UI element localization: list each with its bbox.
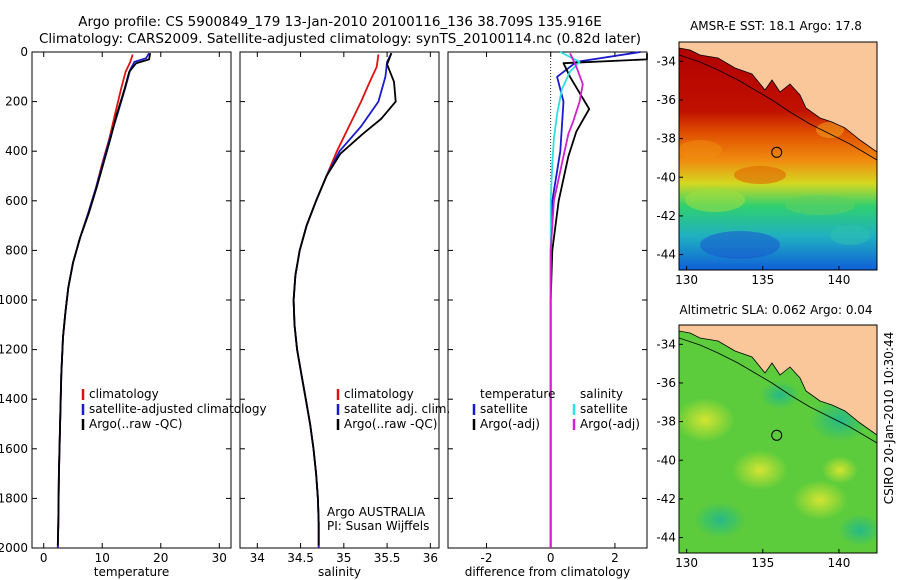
legend-label: satellite-adjusted climatology [89,402,267,416]
sst-map-frame [678,41,878,271]
sst-texture [679,122,870,259]
legend-label: temperature [480,387,555,401]
x-axis-label: salinity [318,565,361,579]
series-line [292,54,380,548]
y-tick-label: 1600 [0,442,28,456]
side-timestamp-label: CSIRO 20-Jan-2010 10:30:44 [882,332,896,504]
salinity-panel: 34 34.5 35 35.5 36 salinity climatologysatelli… [239,51,450,579]
map-y-tick-label: -42 [656,492,676,506]
legend-label: climatology [344,387,414,401]
series-line [549,53,648,548]
x-tick-label: 0 [547,551,555,565]
plot-frame [447,51,648,549]
series-line [549,51,581,548]
sla-map-frame [678,324,878,554]
y-tick-label: 1200 [0,343,28,357]
map-y-tick-label: -40 [656,170,676,184]
sst-coast [679,47,877,153]
legend-label: Argo(..raw -QC) [89,417,182,431]
sla-map-panel: Altimetric SLA: 0.062 Argo: 0.04 130 135 1… [656,303,878,570]
sst-land [679,42,877,152]
legend-label: climatology [89,387,159,401]
plot-frame [31,51,232,549]
map-y-tick-label: -38 [656,132,676,146]
y-tick-label: 2000 [0,541,28,555]
x-tick-label: 10 [95,551,110,565]
figure-title-line1: Argo profile: CS 5900849_179 13-Jan-2010… [78,14,601,30]
sla-argo-location-marker [771,429,783,441]
map-x-tick-label: 140 [827,273,850,287]
sst-shelf-contour [679,54,877,161]
map-y-tick-label: -34 [656,337,676,351]
y-tick-label: 1800 [0,491,28,505]
legend-label: salinity [580,387,623,401]
credit-annotation: PI: Susan Wijffels [327,519,429,533]
sla-shelf-contour [679,337,877,444]
x-tick-label: 0 [40,551,48,565]
sla-coast [679,330,877,436]
credit-annotation: Argo AUSTRALIA [327,505,426,519]
sst-map-title: AMSR-E SST: 18.1 Argo: 17.8 [690,19,862,33]
legend-label: Argo(-adj) [580,417,640,431]
map-y-tick-label: -44 [656,531,676,545]
y-tick-label: 1400 [0,392,28,406]
x-tick-label: 35 [336,551,351,565]
sla-map-title: Altimetric SLA: 0.062 Argo: 0.04 [679,303,872,317]
x-tick-label: 34.5 [287,551,314,565]
legend-label: satellite [480,402,528,416]
map-y-tick-label: -38 [656,415,676,429]
series-line [56,52,150,549]
y-tick-label: 0 [20,45,28,59]
plot-frame [239,51,440,549]
series-line [292,52,393,548]
y-tick-label: 1000 [0,293,28,307]
x-axis-label: temperature [94,565,169,579]
sst-map-panel: AMSR-E SST: 18.1 Argo: 17.8 130 135 140 -34… [656,19,878,287]
x-axis-label: difference from climatology [465,565,631,579]
map-x-tick-label: 140 [827,556,850,570]
x-tick-label: 30 [212,551,227,565]
map-x-tick-label: 130 [675,273,698,287]
map-y-tick-label: -34 [656,54,676,68]
series-line [549,51,641,548]
map-y-tick-label: -44 [656,248,676,262]
legend-label: satellite adj. clim. [344,402,450,416]
x-tick-label: 35.5 [374,551,401,565]
map-y-tick-label: -36 [656,376,676,390]
temperature-panel: 0 10 20 30 temperature 0 200 400 600 800 1000 1200 1… [0,45,267,579]
map-x-tick-label: 130 [675,556,698,570]
legend-label: satellite [580,402,628,416]
legend-label: Argo(-adj) [480,417,540,431]
x-tick-label: -2 [481,551,493,565]
series-line [56,53,152,546]
y-tick-label: 400 [5,144,28,158]
y-tick-label: 200 [5,95,28,109]
map-x-tick-label: 135 [751,273,774,287]
y-tick-label: 800 [5,243,28,257]
map-y-tick-label: -40 [656,453,676,467]
series-line [56,54,134,549]
y-tick-label: 600 [5,194,28,208]
map-y-tick-label: -36 [656,93,676,107]
map-y-tick-label: -42 [656,209,676,223]
sla-land [679,325,877,435]
map-x-tick-label: 135 [751,556,774,570]
x-tick-label: 2 [611,551,619,565]
x-tick-label: 36 [423,551,438,565]
x-tick-label: 20 [153,551,168,565]
series-line [292,52,397,546]
sst-argo-location-marker [771,146,783,158]
figure-title-line2: Climatology: CARS2009. Satellite-adjuste… [39,31,641,47]
legend-label: Argo(..raw -QC) [344,417,437,431]
series-line [549,52,584,548]
x-tick-label: 34 [250,551,265,565]
